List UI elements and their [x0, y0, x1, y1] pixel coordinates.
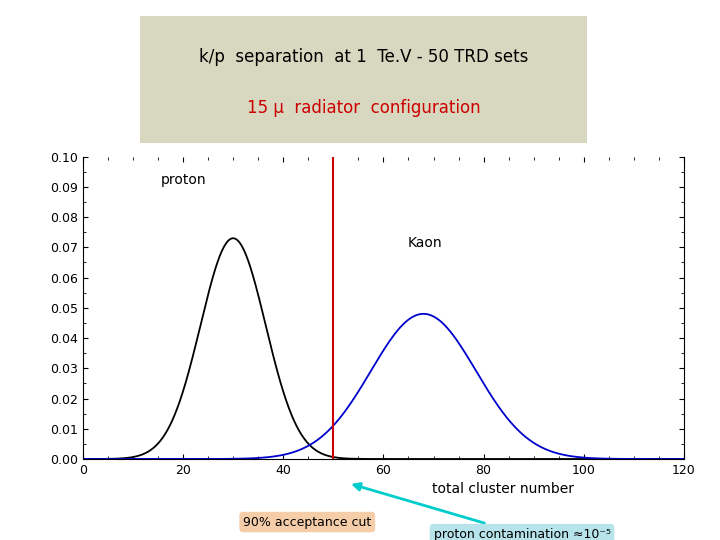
- Text: proton: proton: [161, 173, 207, 187]
- Text: 90% acceptance cut: 90% acceptance cut: [243, 516, 372, 529]
- Text: Kaon: Kaon: [408, 237, 442, 251]
- Text: 15 μ  radiator  configuration: 15 μ radiator configuration: [247, 99, 480, 117]
- Text: proton contamination ≈10⁻⁵: proton contamination ≈10⁻⁵: [354, 483, 611, 540]
- Text: k/p  separation  at 1  Te.V - 50 TRD sets: k/p separation at 1 Te.V - 50 TRD sets: [199, 48, 528, 66]
- Text: total cluster number: total cluster number: [432, 482, 574, 496]
